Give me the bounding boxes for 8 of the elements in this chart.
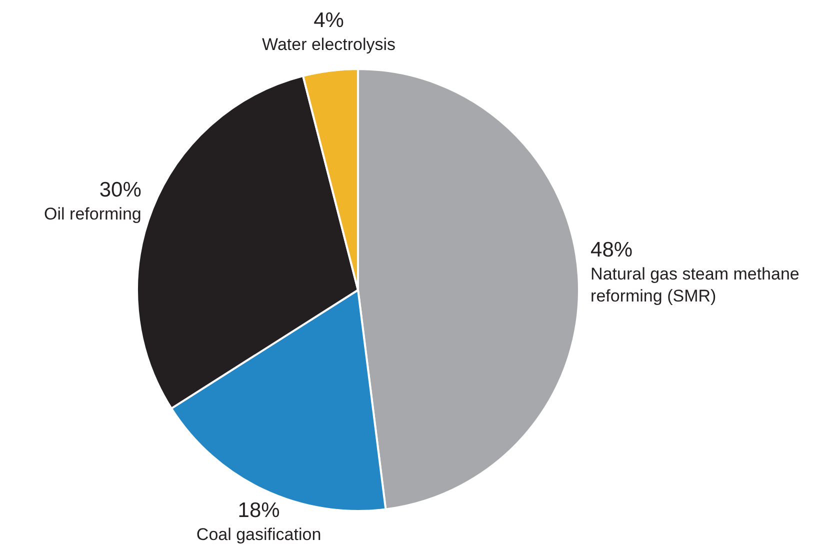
slice-label: Coal gasification [196, 525, 322, 544]
data-label: 4% [314, 9, 344, 32]
data-label: 30% [99, 178, 142, 202]
slice-label: Water electrolysis [262, 35, 396, 54]
slice-label: Natural gas steam methane reforming (SMR) [590, 264, 800, 306]
data-label: 48% [590, 238, 633, 262]
data-label: 18% [238, 499, 280, 522]
slice-label: Oil reforming [44, 204, 142, 224]
